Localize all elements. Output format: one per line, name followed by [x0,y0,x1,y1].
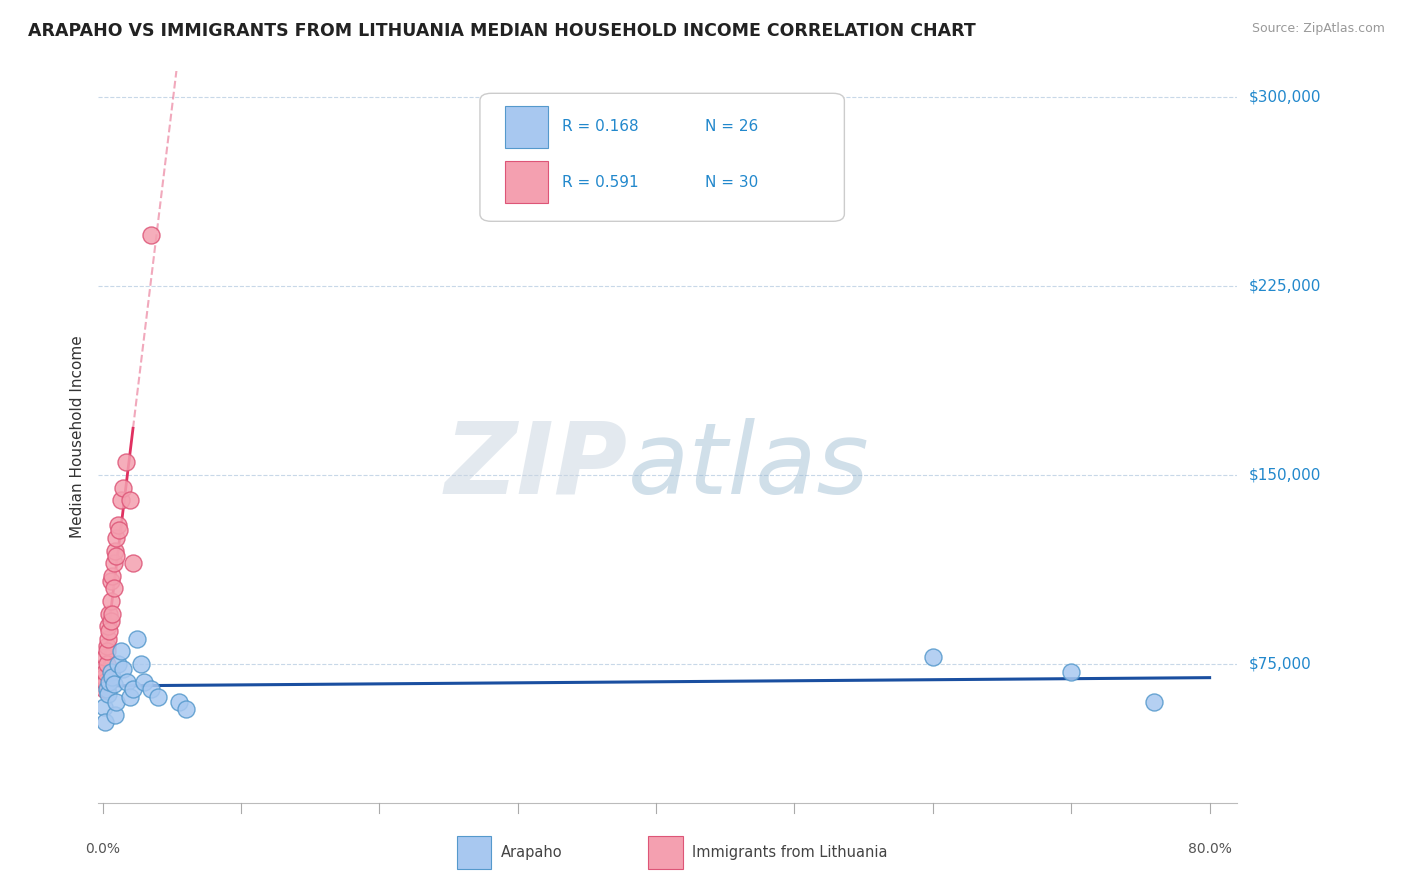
Point [104,543,127,558]
Point [105,695,128,709]
Point [97,687,120,701]
Text: 80.0%: 80.0% [1188,842,1232,855]
Bar [505,106,548,148]
Point [146,690,169,704]
Point [112,662,135,676]
Point [127,632,149,646]
FancyBboxPatch shape [479,94,845,221]
Text: ARAPAHO VS IMMIGRANTS FROM LITHUANIA MEDIAN HOUSEHOLD INCOME CORRELATION CHART: ARAPAHO VS IMMIGRANTS FROM LITHUANIA MED… [28,22,976,40]
Point [122,682,145,697]
Text: atlas: atlas [628,417,870,515]
Point [108,524,131,538]
Bar [505,161,548,203]
Point [101,569,124,583]
Point [97,632,120,646]
Point [100,614,122,628]
Point [167,695,190,709]
Point [120,493,142,508]
Point [107,657,129,671]
Text: $150,000: $150,000 [1249,467,1320,483]
Point [94,674,117,689]
Point [96,644,118,658]
Point [110,644,132,658]
Point [93,700,115,714]
Point [98,624,121,639]
Point [131,657,153,671]
Point [96,640,118,654]
Point [94,665,117,679]
Point [110,493,132,508]
Point [132,674,155,689]
Point [93,682,115,697]
Point [107,518,129,533]
Point [921,649,943,664]
Point [115,455,138,469]
Point [103,582,125,596]
Text: $75,000: $75,000 [1249,657,1312,672]
Point [98,607,121,621]
Point [120,690,142,704]
Text: $225,000: $225,000 [1249,278,1320,293]
Text: R = 0.168: R = 0.168 [562,119,638,134]
Point [101,670,124,684]
Point [103,556,125,570]
Bar [648,837,683,869]
Point [105,531,128,545]
Point [94,649,117,664]
Point [1143,695,1166,709]
Point [94,715,117,730]
Point [100,594,122,608]
Text: N = 26: N = 26 [706,119,759,134]
Point [96,657,118,671]
Point [105,549,128,563]
Text: Arapaho: Arapaho [501,845,562,860]
Point [139,682,162,697]
Text: ZIP: ZIP [444,417,628,515]
Text: R = 0.591: R = 0.591 [562,175,638,190]
Point [1060,665,1083,679]
Text: 0.0%: 0.0% [86,842,120,855]
Point [112,481,135,495]
Text: Source: ZipAtlas.com: Source: ZipAtlas.com [1251,22,1385,36]
Point [174,702,197,716]
Point [100,574,122,588]
Y-axis label: Median Household Income: Median Household Income [70,335,86,539]
Text: $300,000: $300,000 [1249,89,1320,104]
Point [139,228,162,243]
Text: Immigrants from Lithuania: Immigrants from Lithuania [692,845,887,860]
Point [117,674,139,689]
Point [122,556,145,570]
Point [98,674,121,689]
Bar [457,837,491,869]
Point [100,665,122,679]
Point [97,619,120,633]
Point [103,677,125,691]
Point [93,670,115,684]
Point [101,607,124,621]
Text: N = 30: N = 30 [706,175,759,190]
Point [104,707,127,722]
Point [96,682,118,697]
